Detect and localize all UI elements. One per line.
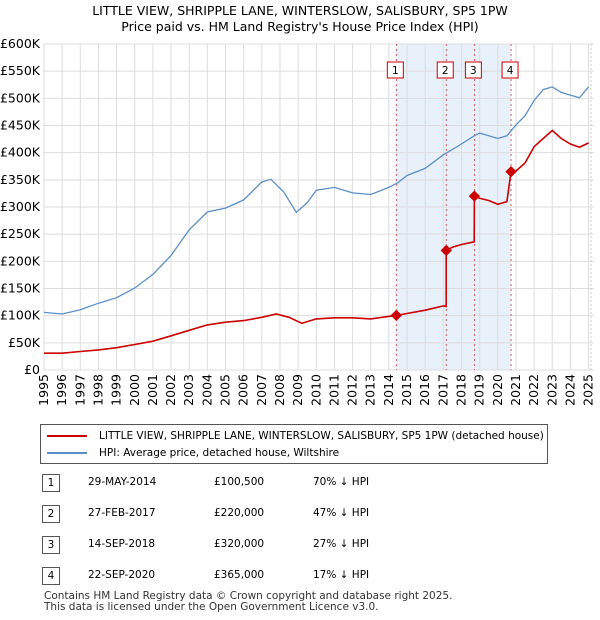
legend-property-label: LITTLE VIEW, SHRIPPLE LANE, WINTERSLOW, … [99, 430, 544, 442]
sale-label: 2 [442, 65, 449, 77]
sale-row: 3 14-SEP-2018 £320,000 27% ↓ HPI [42, 536, 542, 556]
sale-price: £365,000 [214, 569, 265, 581]
x-tick-label: 2014 [381, 374, 396, 406]
legend-hpi-swatch [47, 452, 87, 454]
x-tick-label: 2004 [199, 374, 214, 406]
x-tick-label: 2018 [453, 374, 468, 406]
sale-label-box [501, 61, 519, 79]
sale-price: £220,000 [214, 507, 265, 519]
x-tick-label: 2011 [326, 374, 341, 406]
sale-hpi-diff: 17% ↓ HPI [313, 569, 370, 581]
x-tick-label: 2003 [181, 374, 196, 406]
x-tick-label: 2007 [254, 374, 269, 406]
x-tick-label: 1995 [36, 374, 51, 406]
sale-hpi-diff: 70% ↓ HPI [313, 476, 370, 488]
x-tick-label: 1998 [90, 374, 105, 406]
y-tick-label: £150K [0, 281, 41, 296]
sale-number: 1 [42, 474, 60, 492]
x-tick-label: 2006 [236, 374, 251, 406]
sale-date: 14-SEP-2018 [88, 538, 156, 550]
x-tick-label: 2010 [308, 374, 323, 406]
y-tick-label: £500K [0, 90, 41, 105]
legend-property-swatch [47, 435, 87, 437]
attribution: Contains HM Land Registry data © Crown c… [44, 591, 452, 613]
y-tick-label: £50K [8, 335, 41, 350]
sale-label: 3 [470, 65, 477, 77]
y-tick-label: £550K [0, 63, 41, 78]
sale-date: 27-FEB-2017 [88, 507, 156, 519]
x-tick-label: 2021 [508, 374, 523, 406]
x-tick-label: 2013 [363, 374, 378, 406]
y-tick-label: £600K [0, 36, 41, 51]
sale-marker [505, 166, 517, 178]
x-tick-label: 2019 [472, 374, 487, 406]
legend-item-hpi: HPI: Average price, detached house, Wilt… [47, 445, 339, 461]
y-tick-label: £0 [24, 362, 40, 377]
sale-date: 29-MAY-2014 [88, 476, 157, 488]
attribution-line-2: This data is licensed under the Open Gov… [44, 601, 379, 613]
sale-number: 4 [42, 567, 60, 585]
x-tick-label: 2024 [562, 374, 577, 406]
sale-marker [440, 244, 452, 257]
x-tick-label: 2015 [399, 374, 414, 406]
legend-item-property: LITTLE VIEW, SHRIPPLE LANE, WINTERSLOW, … [47, 428, 544, 444]
x-tick-label: 2001 [145, 374, 160, 406]
x-tick-label: 2000 [127, 374, 142, 406]
x-tick-label: 2008 [272, 374, 287, 406]
sale-label: 4 [507, 65, 514, 77]
sale-hpi-diff: 27% ↓ HPI [313, 538, 370, 550]
y-tick-label: £400K [0, 145, 41, 160]
y-tick-label: £350K [0, 172, 41, 187]
sale-row: 2 27-FEB-2017 £220,000 47% ↓ HPI [42, 505, 542, 525]
x-tick-label: 2025 [581, 374, 596, 406]
x-tick-label: 2009 [290, 374, 305, 406]
x-tick-label: 1999 [109, 374, 124, 406]
sale-label-box [436, 61, 454, 79]
x-tick-label: 2023 [544, 374, 559, 406]
x-tick-label: 2012 [345, 374, 360, 406]
x-tick-label: 2016 [417, 374, 432, 406]
price-chart: LITTLE VIEW, SHRIPPLE LANE, WINTERSLOW, … [0, 3, 596, 406]
attribution-line-1: Contains HM Land Registry data © Crown c… [44, 590, 453, 602]
sale-marker [390, 309, 402, 322]
y-tick-label: £100K [0, 308, 41, 323]
legend-hpi-label: HPI: Average price, detached house, Wilt… [99, 447, 340, 459]
y-tick-label: £200K [0, 253, 41, 268]
series-line-hpi [43, 86, 590, 315]
y-tick-label: £300K [0, 199, 41, 214]
sale-marker [468, 190, 481, 202]
x-tick-label: 1997 [72, 374, 87, 406]
sale-row: 1 29-MAY-2014 £100,500 70% ↓ HPI [42, 474, 542, 494]
x-tick-label: 2020 [490, 374, 505, 406]
sale-label-box [386, 61, 404, 79]
y-tick-label: £450K [0, 118, 41, 133]
x-tick-label: 2002 [163, 374, 178, 406]
x-tick-label: 2005 [218, 374, 233, 406]
sale-number: 2 [42, 505, 60, 523]
sale-hpi-diff: 47% ↓ HPI [313, 507, 370, 519]
series-line-property [44, 129, 589, 354]
x-tick-label: 1996 [54, 374, 69, 406]
y-tick-label: £250K [0, 226, 41, 241]
sale-label-box [464, 61, 482, 79]
legend: LITTLE VIEW, SHRIPPLE LANE, WINTERSLOW, … [40, 424, 548, 464]
sale-date: 22-SEP-2020 [88, 569, 156, 581]
chart-subtitle: Price paid vs. HM Land Registry's House … [121, 19, 478, 34]
chart-title: LITTLE VIEW, SHRIPPLE LANE, WINTERSLOW, … [92, 3, 508, 18]
sale-label: 1 [392, 65, 399, 77]
sale-number: 3 [42, 536, 60, 554]
x-tick-label: 2022 [526, 374, 541, 406]
sale-row: 4 22-SEP-2020 £365,000 17% ↓ HPI [42, 567, 542, 587]
sale-price: £100,500 [214, 476, 265, 488]
sale-price: £320,000 [214, 538, 265, 550]
x-tick-label: 2017 [435, 374, 450, 406]
